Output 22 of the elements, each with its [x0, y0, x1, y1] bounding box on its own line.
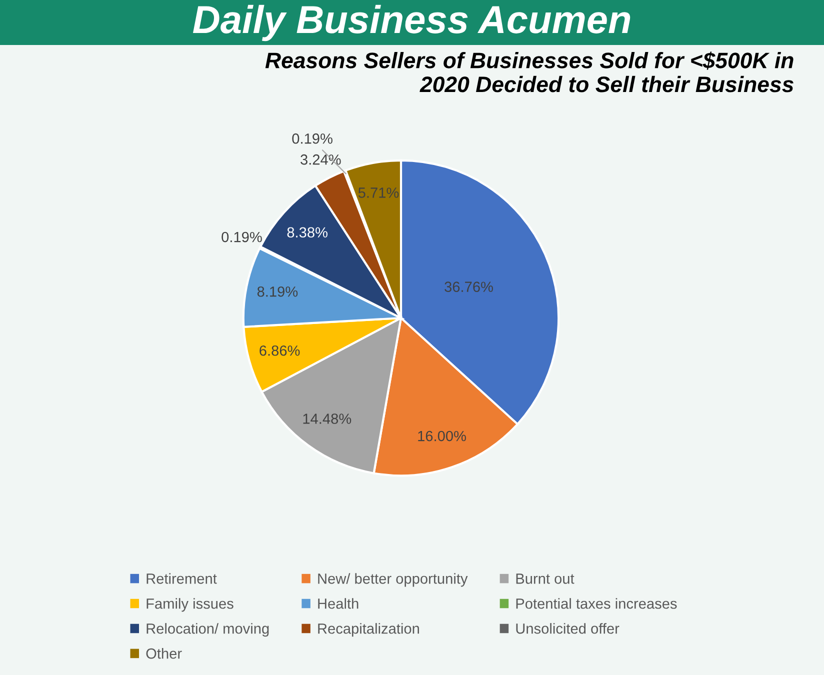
chart-title: Daily Business Acumen — [192, 4, 630, 42]
data-label: 36.76% — [444, 282, 493, 292]
data-label: 8.38% — [287, 227, 328, 238]
data-label: 0.19% — [292, 133, 332, 144]
legend-label: New/ better opportunity — [318, 573, 468, 587]
legend-label: Other — [146, 648, 182, 659]
chart-subtitle: Reasons Sellers of Businesses Sold for <$500K in 2020 Decided to Sell their Business — [265, 52, 794, 92]
data-label: 16.00% — [418, 430, 466, 442]
data-label: 8.19% — [257, 286, 298, 297]
legend-label: Potential taxes increases — [516, 598, 677, 609]
legend-label: Family issues — [146, 598, 234, 612]
legend-label: Health — [318, 598, 358, 609]
legend-label: Relocation/ moving — [146, 623, 269, 637]
data-label: 0.19% — [222, 232, 262, 242]
data-label: 5.71% — [358, 188, 399, 198]
legend-label: Burnt out — [516, 574, 574, 584]
data-label: 3.24% — [300, 154, 341, 165]
legend-label: Unsolicited offer — [516, 623, 620, 634]
data-label: 6.86% — [260, 345, 300, 356]
data-label: 14.48% — [303, 414, 352, 424]
legend-label: Retirement — [146, 573, 217, 584]
legend-label: Recapitalization — [318, 623, 419, 637]
